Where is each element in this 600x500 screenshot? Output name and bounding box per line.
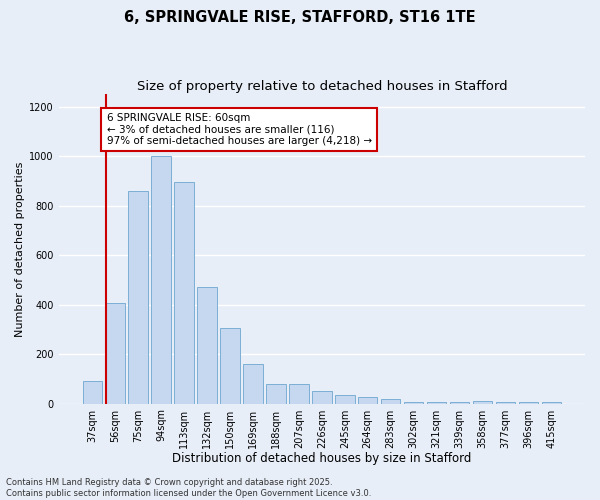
Bar: [404, 402, 424, 404]
Bar: [450, 402, 469, 404]
Bar: [335, 395, 355, 404]
Bar: [381, 399, 400, 404]
Bar: [243, 364, 263, 404]
Bar: [427, 402, 446, 404]
Bar: [175, 182, 194, 404]
Bar: [106, 304, 125, 404]
Bar: [151, 156, 171, 404]
Y-axis label: Number of detached properties: Number of detached properties: [15, 161, 25, 336]
Bar: [128, 190, 148, 404]
Text: 6 SPRINGVALE RISE: 60sqm
← 3% of detached houses are smaller (116)
97% of semi-d: 6 SPRINGVALE RISE: 60sqm ← 3% of detache…: [107, 112, 372, 146]
Bar: [83, 382, 102, 404]
X-axis label: Distribution of detached houses by size in Stafford: Distribution of detached houses by size …: [172, 452, 472, 465]
Bar: [542, 402, 561, 404]
Bar: [289, 384, 308, 404]
Bar: [197, 288, 217, 404]
Bar: [496, 402, 515, 404]
Bar: [358, 398, 377, 404]
Bar: [312, 391, 332, 404]
Title: Size of property relative to detached houses in Stafford: Size of property relative to detached ho…: [137, 80, 507, 93]
Bar: [266, 384, 286, 404]
Text: Contains HM Land Registry data © Crown copyright and database right 2025.
Contai: Contains HM Land Registry data © Crown c…: [6, 478, 371, 498]
Bar: [518, 402, 538, 404]
Text: 6, SPRINGVALE RISE, STAFFORD, ST16 1TE: 6, SPRINGVALE RISE, STAFFORD, ST16 1TE: [124, 10, 476, 25]
Bar: [220, 328, 240, 404]
Bar: [473, 401, 492, 404]
